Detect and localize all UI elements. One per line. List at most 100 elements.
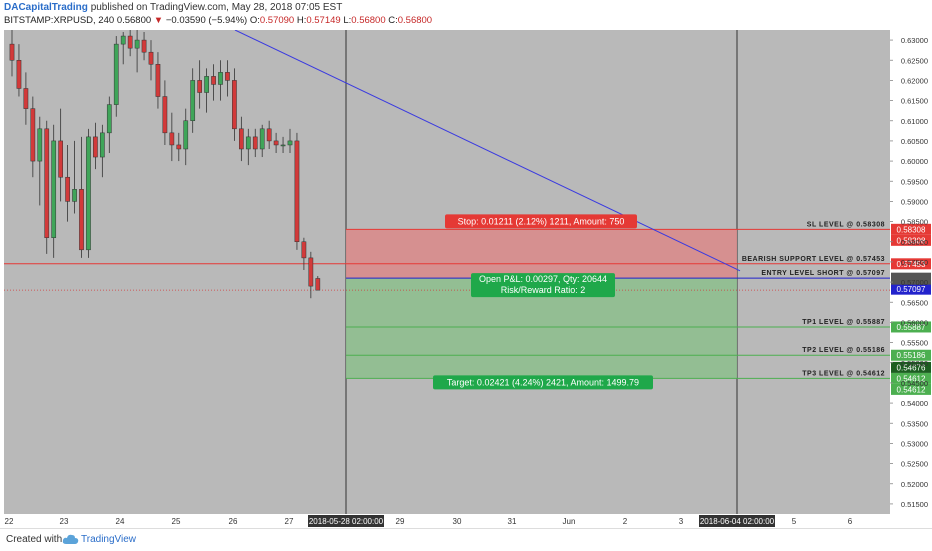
trendline[interactable]: [234, 30, 741, 272]
price-tick-label: 0.61000: [901, 117, 928, 126]
author-name[interactable]: DACapitalTrading: [4, 2, 88, 13]
down-arrow-icon: ▼: [153, 15, 164, 26]
price-tick-label: 0.60500: [901, 137, 928, 146]
time-tick-label: 29: [396, 517, 405, 526]
candle-body: [211, 76, 216, 85]
candle-body: [9, 43, 15, 61]
price-tag: [891, 321, 931, 333]
low-label: L:: [343, 15, 352, 26]
candle-body: [259, 128, 265, 150]
level-label: BEARISH SUPPORT LEVEL @ 0.57453: [742, 256, 885, 263]
candle-body: [141, 39, 147, 53]
candle-body: [72, 189, 77, 202]
price-tag-text: 0.55186: [897, 351, 926, 360]
price-chart[interactable]: SL LEVEL @ 0.58308 BEARISH SUPPORT LEVEL …: [0, 30, 932, 528]
price-tick-label: 0.57000: [901, 278, 928, 287]
pnl-box: [471, 273, 615, 298]
price-tick-label: 0.63000: [901, 36, 928, 45]
candle-body: [134, 39, 140, 49]
time-tick-label: 31: [508, 517, 517, 526]
candle-body: [65, 176, 70, 202]
price-tag: [891, 273, 931, 285]
time-tick-label: Jun: [563, 517, 576, 526]
candle-body: [190, 80, 196, 121]
price-tick-label: 0.53000: [901, 439, 928, 448]
candle-body: [294, 140, 300, 242]
candle-body: [252, 136, 258, 150]
pnl-label: Open P&L: 0.00297, Qty: 20644: [479, 274, 607, 284]
price-tag: [891, 234, 931, 246]
price-tag: [891, 258, 931, 270]
price-tag-text: 0.57097: [897, 285, 926, 294]
publish-text: published on TradingView.com, May 28, 20…: [90, 2, 343, 13]
chart-header: DACapitalTrading published on TradingVie…: [0, 0, 932, 30]
time-tick-label: 6: [848, 517, 853, 526]
price-change: −0.03590 (−5.94%): [165, 15, 248, 26]
candle-body: [113, 43, 119, 105]
open-label: O:: [249, 15, 260, 26]
candle-body: [204, 76, 209, 93]
price-tag-text: 0.54612: [897, 374, 926, 383]
candle-body: [100, 132, 105, 158]
candle-body: [44, 128, 50, 238]
price-tick-label: 0.55000: [901, 359, 928, 368]
position-zones: [346, 229, 737, 379]
price-tick-label: 0.62000: [901, 76, 928, 85]
candle-body: [266, 128, 272, 142]
price-tag: [891, 361, 931, 373]
candle-body: [155, 64, 161, 97]
price-tick-label: 0.58000: [901, 238, 928, 247]
time-highlight-label: 2018-06-04 02:00:00: [700, 517, 775, 526]
candle-body: [23, 88, 29, 109]
price-tick-label: 0.52500: [901, 460, 928, 469]
time-tick-label: 5: [792, 517, 797, 526]
candle-body: [315, 278, 321, 291]
price-tick-label: 0.55500: [901, 339, 928, 348]
candle-body: [308, 257, 314, 287]
trend-line[interactable]: [234, 30, 741, 272]
time-highlight-label: 2018-05-28 02:00:00: [309, 517, 384, 526]
candle-body: [280, 144, 286, 147]
price-tag-text: 0.58308: [897, 225, 926, 234]
candle-body: [273, 140, 279, 146]
price-tag: [891, 372, 931, 384]
candles: [9, 30, 321, 299]
candle-body: [197, 80, 203, 93]
target-label-box: [433, 375, 653, 390]
time-tick-label: 2: [623, 517, 628, 526]
price-tick-label: 0.60000: [901, 157, 928, 166]
price-tick-label: 0.56000: [901, 318, 928, 327]
price-tick-label: 0.52000: [901, 480, 928, 489]
candle-body: [30, 108, 36, 162]
symbol-line: BITSTAMP:XRPUSD, 240 0.56800 ▼ −0.03590 …: [4, 15, 432, 26]
symbol: BITSTAMP:XRPUSD, 240: [4, 15, 115, 26]
level-label: SL LEVEL @ 0.58308: [807, 221, 885, 228]
candle-body: [218, 72, 223, 85]
candle-body: [176, 144, 182, 150]
time-tick-label: 22: [5, 517, 14, 526]
price-tag-text: 0.55887: [897, 323, 926, 332]
tradingview-cloud-icon: [62, 534, 79, 544]
tradingview-brand[interactable]: TradingView: [81, 534, 137, 545]
price-tick-label: 0.62500: [901, 56, 928, 65]
candle-body: [86, 136, 91, 251]
price-tick-label: 0.59500: [901, 177, 928, 186]
price-axis[interactable]: 0.583080.583080.574530.570970.570970.558…: [890, 36, 931, 509]
level-label: TP1 LEVEL @ 0.55887: [802, 319, 885, 326]
price-tag-text: 0.54612: [897, 385, 926, 394]
level-label: TP2 LEVEL @ 0.55186: [802, 347, 885, 354]
price-axis-panel: [890, 30, 932, 514]
time-tick-label: 23: [60, 517, 69, 526]
target-label: Target: 0.02421 (4.24%) 2421, Amount: 14…: [447, 377, 639, 387]
candle-body: [169, 132, 175, 146]
level-label: TP3 LEVEL @ 0.54612: [802, 370, 885, 377]
price-tag: [891, 283, 931, 295]
candle-body: [232, 80, 237, 130]
price-tick-label: 0.54000: [901, 399, 928, 408]
candle-body: [58, 140, 63, 178]
publish-line: DACapitalTrading published on TradingVie…: [4, 2, 342, 13]
price-tick-label: 0.51500: [901, 500, 928, 509]
time-highlight-box: [308, 515, 384, 527]
high-value: 0.57149: [306, 15, 341, 26]
